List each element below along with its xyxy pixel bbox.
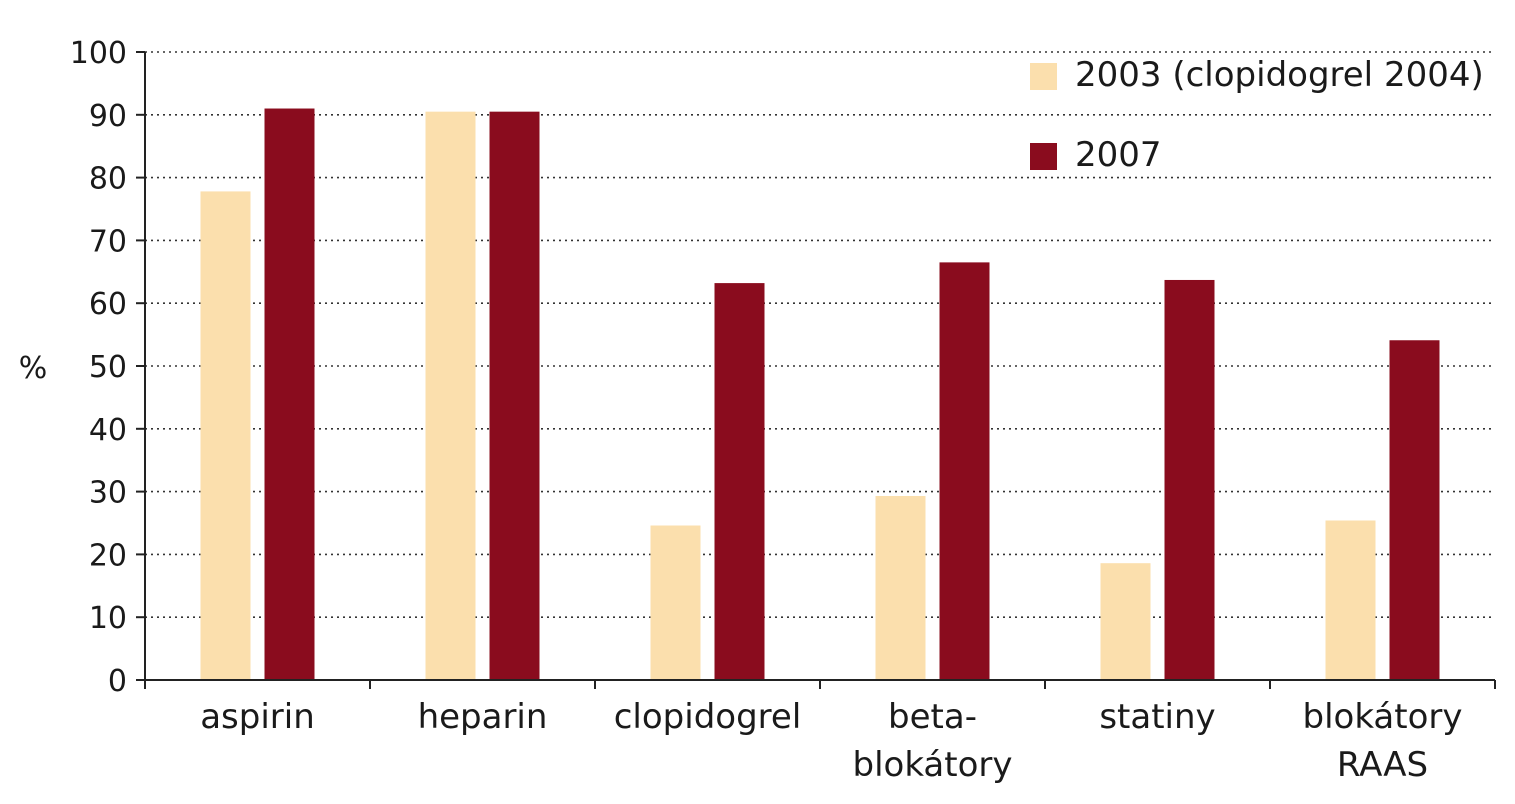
bars <box>200 108 1440 680</box>
x-category-label: heparin <box>418 697 548 737</box>
bar-series-1 <box>425 111 476 680</box>
x-category-label: statiny <box>1099 697 1215 737</box>
bar-series-2 <box>489 111 540 680</box>
y-tick-label: 10 <box>89 601 127 636</box>
bar-series-1 <box>200 191 251 680</box>
bar-series-2 <box>264 108 315 680</box>
x-category-label: blokátory <box>853 745 1013 785</box>
y-tick-label: 70 <box>89 224 127 259</box>
bar-series-2 <box>1389 340 1440 680</box>
y-tick-label: 90 <box>89 99 127 134</box>
x-category-label: clopidogrel <box>614 697 802 737</box>
x-category-label: beta- <box>888 697 977 737</box>
bar-series-2 <box>939 262 990 680</box>
y-tick-label: 20 <box>89 538 127 573</box>
bar-series-1 <box>650 525 701 680</box>
y-tick-label: 60 <box>89 287 127 322</box>
y-axis-label: % <box>19 351 48 386</box>
legend-swatch <box>1030 143 1057 170</box>
x-category-label: aspirin <box>200 697 315 737</box>
grid-lines <box>145 51 1495 619</box>
y-tick-label: 0 <box>108 664 127 699</box>
y-tick-label: 30 <box>89 476 127 511</box>
y-tick-label: 100 <box>70 36 127 71</box>
legend: 2003 (clopidogrel 2004) 2007 <box>1030 55 1484 175</box>
y-tick-label: 50 <box>89 350 127 385</box>
bar-series-1 <box>1100 563 1151 680</box>
y-tick-label: 80 <box>89 162 127 197</box>
x-category-label: RAAS <box>1337 745 1428 785</box>
bar-series-2 <box>1164 279 1215 680</box>
x-category-label: blokátory <box>1303 697 1463 737</box>
legend-label: 2007 <box>1075 135 1162 175</box>
bar-series-1 <box>1325 520 1376 680</box>
bar-series-1 <box>875 495 926 680</box>
legend-label: 2003 (clopidogrel 2004) <box>1075 55 1484 95</box>
bar-series-2 <box>714 283 765 680</box>
y-tick-label: 40 <box>89 413 127 448</box>
legend-swatch <box>1030 63 1057 90</box>
axes: % 0 10 20 30 40 50 60 70 80 90 100 aspirin heparin cl… <box>19 36 1496 785</box>
